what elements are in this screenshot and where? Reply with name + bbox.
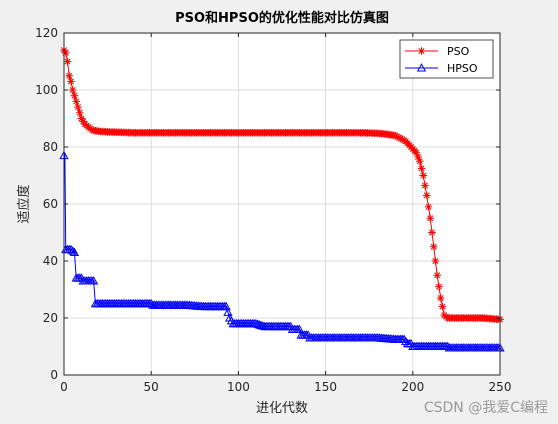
y-tick-labels: 0 20 40 60 80 100 120	[35, 26, 58, 382]
pso-point	[417, 164, 426, 173]
hpso-point	[68, 246, 78, 255]
pso-point	[61, 49, 70, 57]
y-tick-label: 120	[35, 26, 58, 40]
legend-pso-marker-shape	[417, 47, 426, 55]
pso-series	[60, 46, 504, 324]
hpso-point	[69, 247, 80, 256]
x-tick-label: 150	[314, 380, 337, 394]
pso-point	[429, 242, 438, 251]
y-tick-label: 100	[35, 83, 58, 97]
x-axis-label: 进化代数	[256, 401, 308, 416]
tick-marks	[63, 32, 501, 376]
grid-lines	[64, 33, 500, 375]
pso-point	[421, 181, 429, 190]
pso-point	[422, 191, 431, 200]
y-tick-label: 60	[43, 197, 58, 211]
pso-point	[68, 86, 77, 94]
pso-point	[431, 257, 440, 265]
x-tick-label: 100	[227, 380, 250, 394]
x-tick-label: 0	[60, 380, 68, 394]
hpso-point	[221, 301, 231, 311]
x-tick-label: 250	[489, 380, 512, 394]
y-tick-label: 80	[43, 140, 58, 154]
hpso-point	[88, 276, 99, 285]
pso-point	[426, 214, 435, 223]
pso-point	[415, 157, 424, 166]
pso-point	[428, 228, 436, 237]
x-tick-labels: 0 50 100 150 200 250	[60, 380, 511, 394]
hpso-point	[223, 307, 233, 316]
x-tick-label: 50	[144, 380, 159, 394]
legend-hpso-marker-shape	[416, 63, 427, 72]
watermark: CSDN @我爱C编程	[424, 400, 548, 416]
pso-point	[419, 171, 428, 180]
hpso-series	[59, 150, 505, 352]
y-axis-label: 适应度	[16, 184, 32, 223]
pso-point	[74, 103, 82, 111]
pso-point	[72, 97, 81, 106]
y-tick-label: 20	[43, 311, 58, 325]
legend-box	[399, 39, 494, 79]
hpso-point	[66, 244, 76, 254]
pso-point	[436, 294, 445, 302]
hpso-markers	[59, 150, 505, 352]
legend-pso-label: PSO	[447, 45, 470, 58]
legend-hpso-label: HPSO	[447, 62, 478, 75]
pso-point	[75, 109, 84, 117]
chart-title: PSO和HPSO的优化性能对比仿真图	[175, 10, 389, 26]
pso-point	[63, 57, 72, 66]
y-tick-label: 0	[50, 368, 58, 382]
hpso-point	[294, 324, 305, 333]
pso-point	[65, 71, 74, 80]
pso-point	[433, 271, 442, 280]
pso-point	[70, 91, 79, 100]
x-tick-label: 200	[401, 380, 424, 394]
legend: PSO HPSO	[399, 39, 494, 79]
legend-hpso-marker	[416, 63, 427, 72]
pso-point	[438, 302, 447, 311]
pso-markers	[60, 46, 504, 324]
legend-pso-marker	[417, 47, 426, 55]
y-tick-label: 40	[43, 254, 58, 268]
pso-point	[435, 282, 443, 291]
pso-point	[67, 77, 75, 86]
pso-point	[424, 203, 433, 211]
series-layer	[59, 46, 505, 352]
